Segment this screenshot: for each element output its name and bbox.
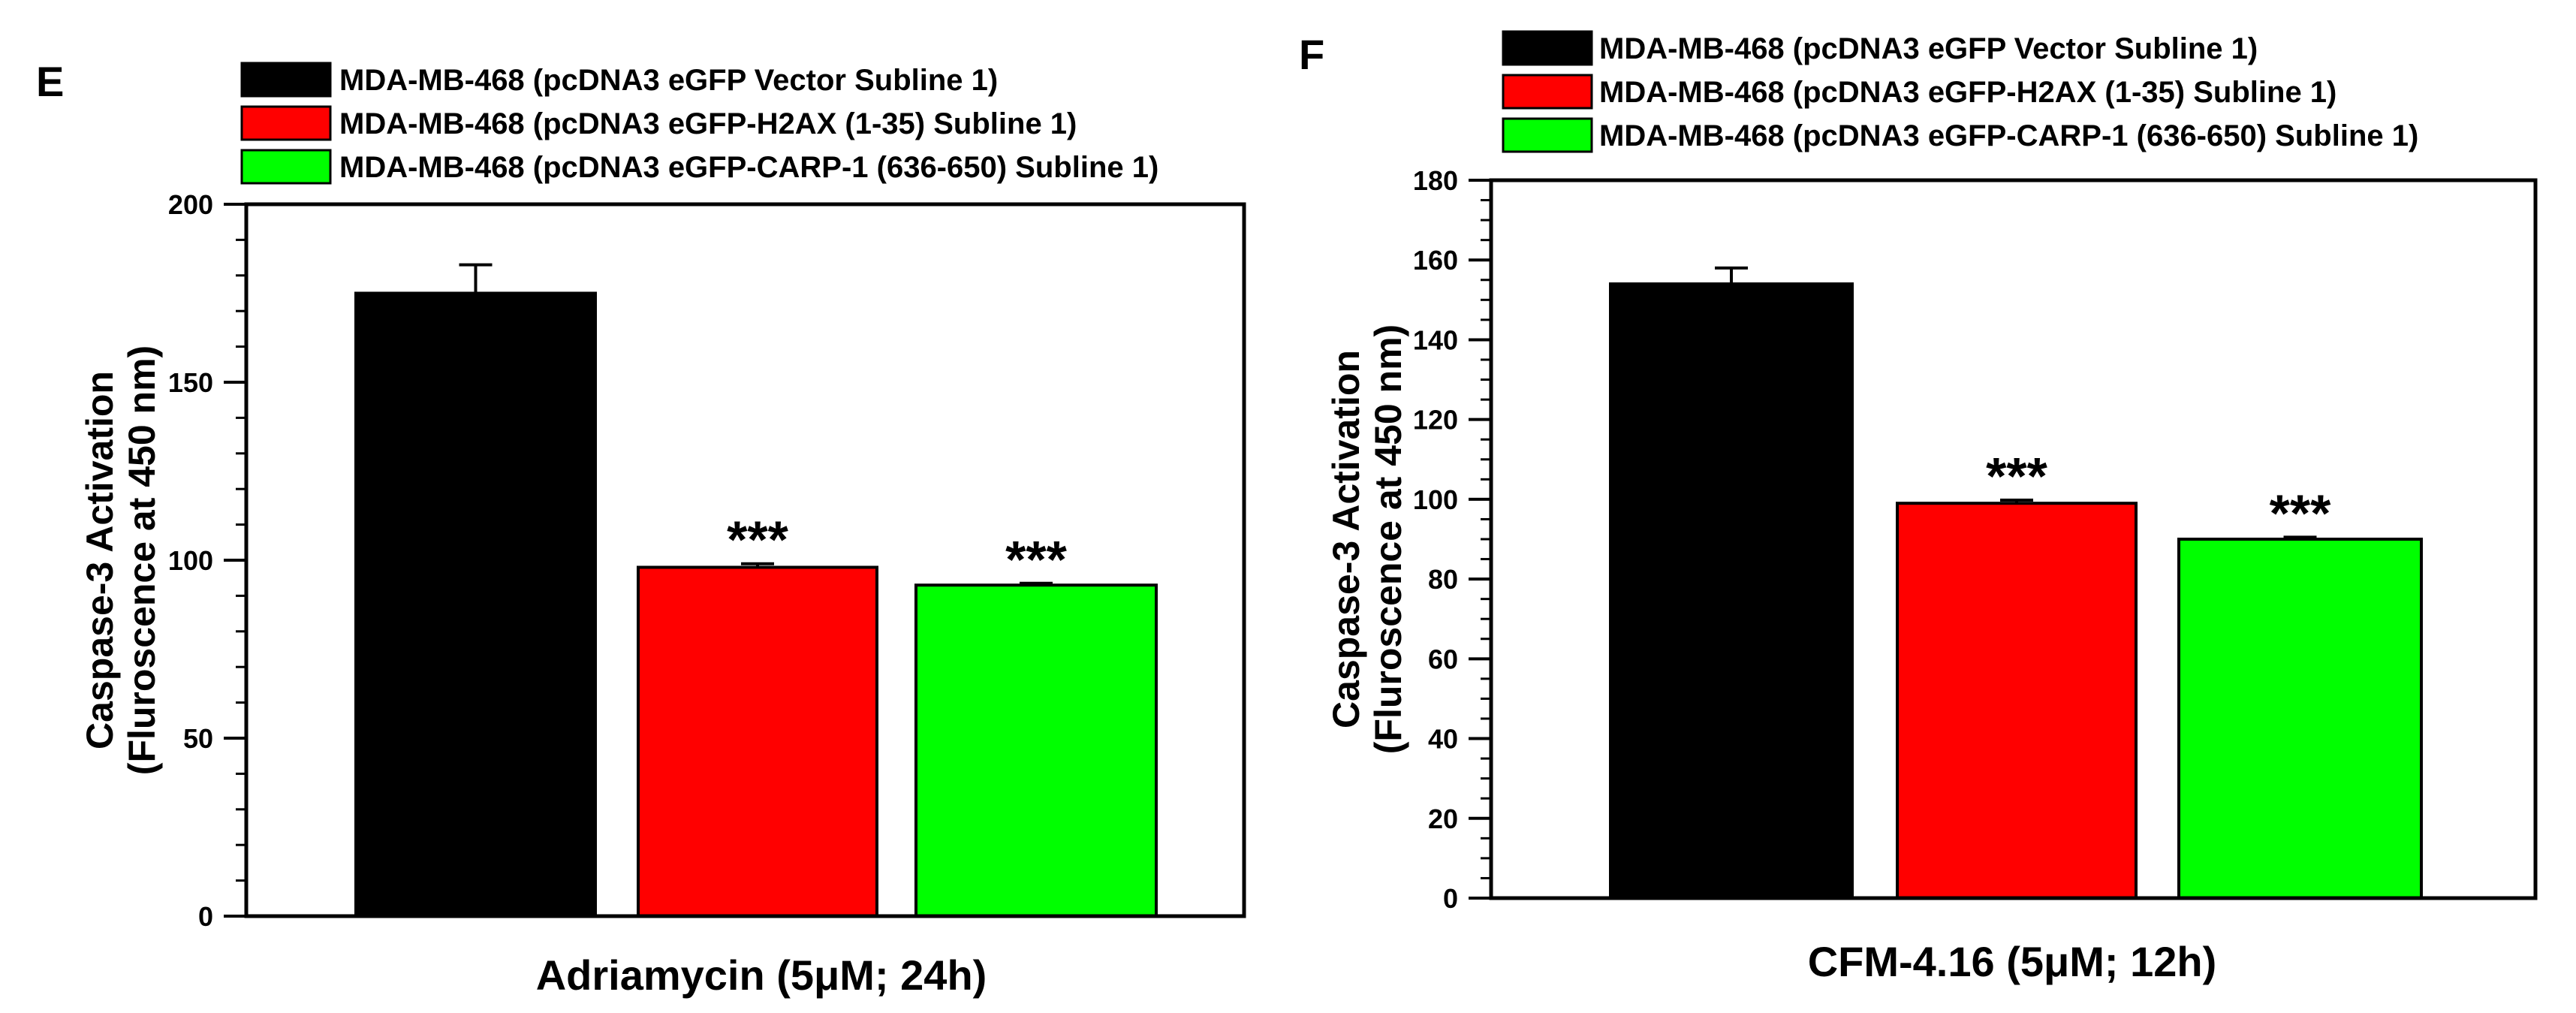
legend-swatch [1502,30,1593,66]
y-tick-label: 160 [1413,245,1458,276]
y-axis-label-units: (Fluroscence at 450 nm) [1367,324,1409,754]
legend-label: MDA-MB-468 (pcDNA3 eGFP-CARP-1 (636-650)… [339,151,1158,184]
bar [914,583,1158,918]
panel-letter: F [1299,31,1324,78]
x-axis-label: CFM-4.16 (5μM; 12h) [1808,938,2217,985]
legend-swatch [240,62,332,98]
y-tick-label: 0 [1443,883,1458,914]
panel-letter: E [36,58,64,105]
bar [354,291,597,918]
bar [2177,538,2423,900]
legend-swatch [1502,117,1593,153]
y-tick-label: 140 [1413,324,1458,355]
x-axis-label: Adriamycin (5μM; 24h) [536,951,987,999]
y-tick-label: 40 [1428,724,1458,755]
y-tick-label: 100 [168,545,213,576]
significance-label: *** [1986,447,2047,505]
y-axis-label-units: (Fluroscence at 450 nm) [121,345,163,775]
legend-swatch [240,105,332,141]
y-tick-label: 80 [1428,564,1458,595]
y-tick-label: 0 [198,901,213,932]
significance-label: *** [2270,484,2331,542]
legend-swatch [1502,74,1593,110]
legend-label: MDA-MB-468 (pcDNA3 eGFP-CARP-1 (636-650)… [1599,119,2418,152]
significance-label: *** [727,511,788,569]
y-tick-label: 50 [183,723,213,754]
y-axis-label: Caspase-3 Activation [79,371,121,749]
y-tick-label: 60 [1428,644,1458,674]
y-tick-label: 200 [168,189,213,220]
bar [1896,502,2138,900]
plot-frame [244,202,1246,918]
legend-label: MDA-MB-468 (pcDNA3 eGFP Vector Subline 1… [1599,32,2258,65]
y-tick-label: 120 [1413,405,1458,436]
y-tick-label: 150 [168,367,213,398]
y-tick-label: 20 [1428,803,1458,834]
significance-label: *** [1005,530,1067,589]
legend-label: MDA-MB-468 (pcDNA3 eGFP Vector Subline 1… [339,64,998,97]
legend-swatch [240,149,332,185]
y-tick-label: 100 [1413,484,1458,515]
bar [637,565,878,918]
plot-frame [1489,178,2538,900]
legend-label: MDA-MB-468 (pcDNA3 eGFP-H2AX (1-35) Subl… [1599,76,2336,109]
y-tick-label: 180 [1413,165,1458,196]
legend-label: MDA-MB-468 (pcDNA3 eGFP-H2AX (1-35) Subl… [339,107,1077,140]
y-axis-label: Caspase-3 Activation [1325,350,1367,728]
bar [1609,282,1854,900]
